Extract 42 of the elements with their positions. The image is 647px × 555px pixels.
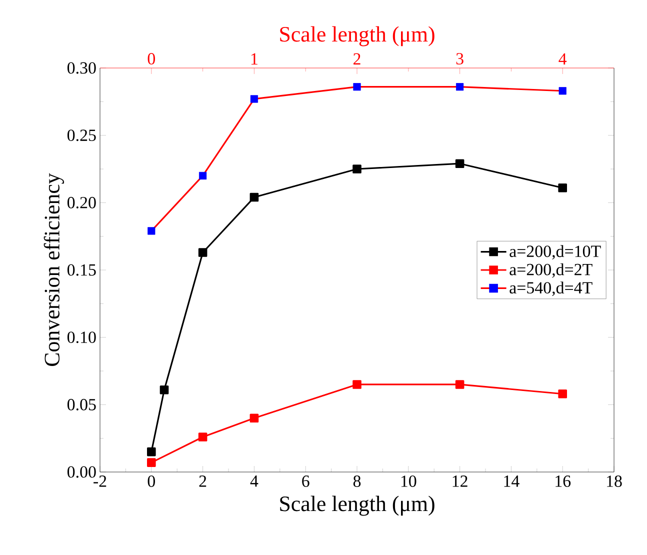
point <box>250 192 259 202</box>
x-axis-title: Scale length (μm) <box>280 496 434 516</box>
point <box>455 380 464 389</box>
point <box>147 447 156 456</box>
point <box>455 159 464 168</box>
point <box>147 458 156 467</box>
y-tick-label: 0.15 <box>67 264 96 276</box>
x-tick-label: 12 <box>452 476 468 487</box>
x-tick-label: 6 <box>302 476 310 487</box>
x-tick-label: 10 <box>401 476 416 487</box>
y-tick-label: 0.05 <box>67 398 96 410</box>
x-tick-label: -2 <box>94 476 106 487</box>
point <box>352 164 362 174</box>
point <box>198 248 208 257</box>
x2-tick-label: 1 <box>251 53 258 64</box>
x-tick-label: 14 <box>504 476 520 487</box>
legend-label: a=200,d=2T <box>510 263 592 278</box>
x-tick-label: 8 <box>353 476 361 487</box>
point <box>250 414 259 423</box>
legend-label: a=200,d=10T <box>510 245 601 260</box>
y-tick-label: 0.25 <box>67 130 96 142</box>
point <box>558 389 568 398</box>
y-tick-label: 0.20 <box>67 196 96 208</box>
y-tick-label: 0.30 <box>67 62 96 74</box>
point <box>160 385 169 394</box>
legend-label: a=540,d=4T <box>510 282 592 296</box>
x-tick-label: 18 <box>607 476 622 487</box>
point <box>198 432 208 442</box>
x2-tick-label: 3 <box>456 53 464 64</box>
x-tick-label: 4 <box>250 476 258 487</box>
y-axis-title: Conversion efficiency <box>44 173 64 366</box>
point <box>352 380 362 389</box>
point <box>558 183 568 192</box>
x2-tick-label: 4 <box>558 53 567 64</box>
y-tick-label: 0.10 <box>67 332 96 344</box>
y-tick-label: 0.00 <box>67 466 96 478</box>
x-tick-label: 16 <box>556 476 571 487</box>
x2-tick-label: 2 <box>354 53 360 64</box>
x2-axis-title: Scale length (μm) <box>280 26 434 46</box>
x-tick-label: 0 <box>148 476 155 487</box>
x-tick-label: 2 <box>199 476 206 487</box>
x2-tick-label: 0 <box>148 53 155 64</box>
